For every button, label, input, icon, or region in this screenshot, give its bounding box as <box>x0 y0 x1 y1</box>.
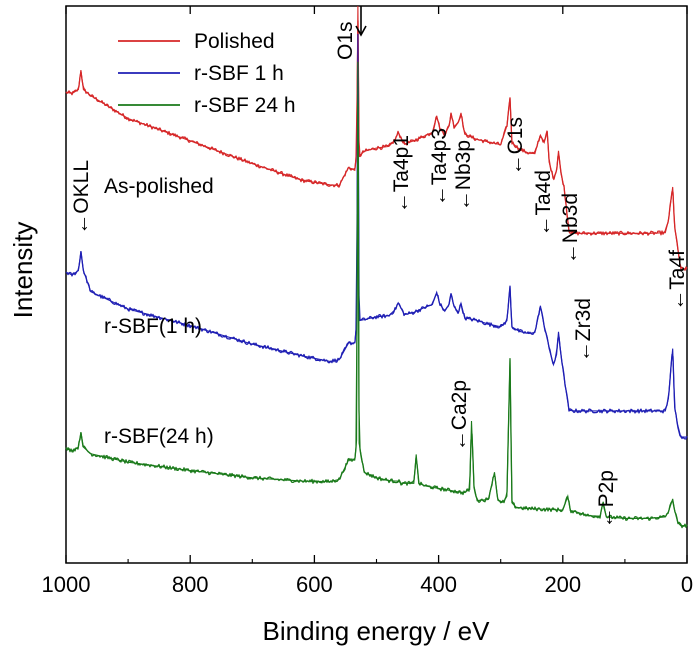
series-peaks-polished <box>65 5 687 270</box>
annotation-okll-label: ←OKLL <box>70 160 93 235</box>
annotation-nb3d-label: ←Nb3d <box>559 193 582 264</box>
x-axis-title: Binding energy / eV <box>263 616 491 646</box>
annotation-ta4p3: ←Ta4p3 <box>428 128 451 206</box>
annotation-nb3p-label: ←Nb3p <box>452 140 475 211</box>
annotation-p2p-label: ←P2p <box>595 470 618 528</box>
annotation-zr3d: ←Zr3d <box>572 298 595 362</box>
annotation-ta4p1-label: ←Ta4p1 <box>390 135 413 213</box>
series-peaks-r-sbf-1-h <box>65 33 687 438</box>
x-tick-label-1000: 1000 <box>42 572 91 597</box>
series-peaks-r-sbf-24-h <box>65 61 687 527</box>
annotation-nb3p: ←Nb3p <box>452 140 475 211</box>
series-layer <box>65 5 688 529</box>
annotation-okll: ←OKLL <box>70 160 93 235</box>
peak-annotations: ←OKLL O1s ←Ta4p1 ←Ta4p3 ←Nb3p ←C1s←Ta4d ←Nb3d ←… <box>70 6 689 528</box>
x-tick-label-600: 600 <box>296 572 333 597</box>
annotation-o1s-label: O1s <box>334 21 357 60</box>
x-tick-label-800: 800 <box>172 572 209 597</box>
annotation-zr3d-label: ←Zr3d <box>572 298 595 362</box>
legend-label-r-sbf-24-h: r-SBF 24 h <box>194 94 296 117</box>
annotation-ta4p3-label: ←Ta4p3 <box>428 128 451 206</box>
annotation-nb3d: ←Nb3d <box>559 193 582 264</box>
annotation-ca2p-label: ←Ca2p <box>448 380 471 451</box>
annotation-ta4p1: ←Ta4p1 <box>390 135 413 213</box>
annotation-ta4d: ←Ta4d <box>532 170 555 237</box>
annotation-ta4f-label: ←Ta4f <box>666 250 689 311</box>
annotation-c1s: ←C1s <box>504 117 527 175</box>
spectrum-label-r-sbf-24-h: r-SBF(24 h) <box>104 425 214 448</box>
x-axis-ticks: 1000 800 600 400 200 0 <box>42 6 693 597</box>
annotation-ta4d-label: ←Ta4d <box>532 170 555 237</box>
x-tick-label-400: 400 <box>420 572 457 597</box>
legend-label-polished: Polished <box>194 30 275 53</box>
series-line-r-sbf-1-h <box>65 61 688 440</box>
annotation-o1s-arrow-head <box>355 25 367 37</box>
annotation-p2p: ←P2p <box>595 470 618 528</box>
plot-area-frame <box>65 5 688 564</box>
spectrum-label-r-sbf-1-h: r-SBF(1 h) <box>104 315 202 338</box>
x-tick-label-200: 200 <box>544 572 581 597</box>
legend-label-r-sbf-1-h: r-SBF 1 h <box>194 62 284 85</box>
y-axis-title: Intensity <box>8 222 38 319</box>
x-tick-label-0: 0 <box>681 572 693 597</box>
annotation-ca2p: ←Ca2p <box>448 380 471 451</box>
spectrum-label-polished: As-polished <box>104 175 214 198</box>
spectrum-labels: As-polished r-SBF(1 h) r-SBF(24 h) <box>104 175 214 448</box>
annotation-c1s-label: ←C1s <box>504 117 527 175</box>
legend: Polished r-SBF 1 h r-SBF 24 h <box>118 30 296 117</box>
annotation-ta4f: ←Ta4f <box>666 250 689 311</box>
